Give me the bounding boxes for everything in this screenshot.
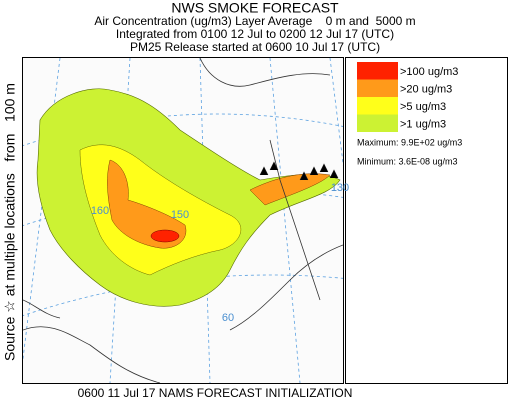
footer: 0600 11 Jul 17 NAMS FORECAST INITIALIZAT… [78, 386, 353, 400]
smoke-5 [150, 229, 180, 243]
legend-swatch [357, 114, 398, 132]
grid-label: 130 [331, 182, 349, 194]
legend-frame [345, 57, 508, 384]
smoke-3 [107, 159, 187, 249]
title: NWS SMOKE FORECAST [171, 0, 339, 16]
fire-sources [259, 161, 339, 181]
legend-swatch [357, 79, 398, 97]
subtitle: Integrated from 0100 12 Jul to 0200 12 J… [116, 27, 394, 41]
smoke-4 [249, 173, 331, 206]
legend-label: >20 ug/m3 [400, 83, 452, 95]
legend-maximum: Maximum: 9.9E+02 ug/m3 [357, 137, 462, 147]
legend-swatch [357, 62, 398, 80]
coastline [23, 58, 343, 383]
grid-label: 160 [91, 205, 109, 217]
legend-label: >1 ug/m3 [400, 118, 446, 130]
legend-label: >5 ug/m3 [400, 101, 446, 113]
legend-label: >100 ug/m3 [400, 66, 458, 78]
legend-minimum: Minimum: 3.6E-08 ug/m3 [357, 156, 458, 166]
grid-label: 60 [222, 312, 234, 324]
grid-label: 150 [171, 209, 189, 221]
map [23, 58, 343, 383]
subtitle: Air Concentration (ug/m3) Layer Average … [94, 14, 415, 28]
subtitle: PM25 Release started at 0600 10 Jul 17 (… [130, 40, 380, 54]
side-label: Source ☆ at multiple locations from 100 … [2, 83, 18, 361]
legend-swatch [357, 97, 398, 115]
map-frame [22, 57, 344, 384]
